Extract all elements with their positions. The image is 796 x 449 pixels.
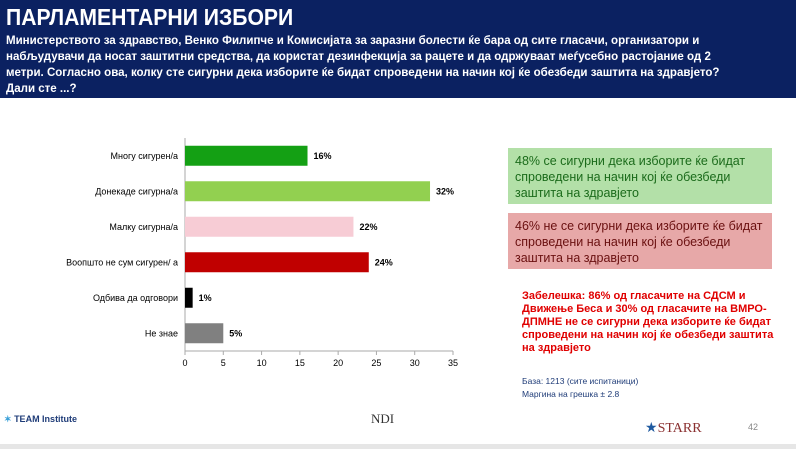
category-label: Воопшто не сум сигурен/ а xyxy=(66,257,178,267)
starr-logo-text: STARR xyxy=(657,421,702,436)
note-text: Забелешка: 86% од гласачите на СДСМ и Дв… xyxy=(522,290,774,354)
x-tick-label: 20 xyxy=(333,358,343,368)
bar xyxy=(185,181,431,202)
unsure-summary-box: 46% не се сигурни дека изборите ќе бидат… xyxy=(508,213,772,269)
x-tick-label: 35 xyxy=(448,358,458,368)
category-label: Одбива да одговори xyxy=(93,293,178,303)
bar-value-label: 16% xyxy=(314,151,332,161)
star-icon: ★ xyxy=(645,421,658,436)
team-institute-logo: ✶ TEAM Institute xyxy=(4,414,78,424)
x-tick-label: 15 xyxy=(295,358,305,368)
bar-value-label: 24% xyxy=(375,257,393,267)
bar xyxy=(185,216,354,237)
page-title: ПАРЛАМЕНТАРНИ ИЗБОРИ xyxy=(6,4,294,30)
ndi-logo: NDI xyxy=(371,411,395,426)
bar xyxy=(185,252,369,273)
page-number: 42 xyxy=(748,422,759,432)
x-tick-label: 10 xyxy=(257,358,267,368)
bar-value-label: 1% xyxy=(199,293,212,303)
x-tick-label: 25 xyxy=(371,358,381,368)
bar xyxy=(185,287,193,308)
bar-value-label: 5% xyxy=(229,328,242,338)
bar xyxy=(185,323,224,344)
x-tick-label: 30 xyxy=(410,358,420,368)
bar-value-label: 32% xyxy=(436,186,454,196)
category-label: Малку сигурна/а xyxy=(109,222,178,232)
base-text: База: 1213 (сите испитаници) xyxy=(522,376,639,386)
starr-logo: ★STARR xyxy=(645,420,702,437)
team-logo-text: TEAM Institute xyxy=(14,414,78,424)
bar xyxy=(185,145,308,166)
footer-strip xyxy=(0,444,796,449)
bar-value-label: 22% xyxy=(359,222,377,232)
category-label: Многу сигурен/а xyxy=(111,151,178,161)
category-label: Донекаде сигурна/а xyxy=(95,186,178,196)
header: ПАРЛАМЕНТАРНИ ИЗБОРИ Министерството за з… xyxy=(0,0,796,98)
category-label: Не знае xyxy=(145,328,178,338)
sure-summary-box: 48% се сигурни дека изборите ќе бидат сп… xyxy=(508,148,772,204)
base-info: База: 1213 (сите испитаници) Маргина на г… xyxy=(522,375,638,401)
bar-chart: 0 5 10 15 20 25 30 35 Многу сигурен/а 16% Донекаде… xyxy=(66,138,458,368)
margin-text: Маргина на грешка ± 2.8 xyxy=(522,389,620,399)
x-tick-label: 0 xyxy=(182,358,187,368)
question-text: Министерството за здравство, Венко Филип… xyxy=(6,33,723,95)
x-tick-label: 5 xyxy=(221,358,226,368)
